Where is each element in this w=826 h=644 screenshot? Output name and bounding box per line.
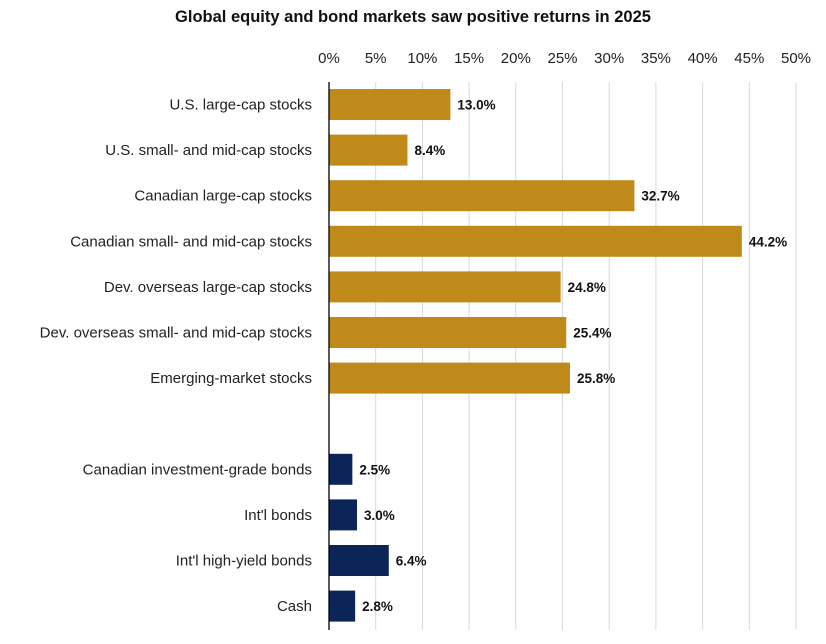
bar [329, 499, 358, 531]
x-tick-label: 5% [365, 50, 387, 67]
bar [329, 180, 635, 212]
data-label: 6.4% [396, 554, 427, 569]
bar [329, 362, 570, 394]
data-label: 44.2% [749, 234, 787, 249]
category-label: Canadian small- and mid-cap stocks [70, 233, 312, 250]
x-tick-label: 30% [594, 50, 624, 67]
data-label: 8.4% [414, 143, 445, 158]
category-label: Emerging-market stocks [150, 370, 312, 387]
x-tick-label: 50% [781, 50, 811, 67]
bar [329, 453, 353, 485]
x-tick-label: 35% [641, 50, 671, 67]
chart-title: Global equity and bond markets saw posit… [175, 8, 651, 26]
category-label: Dev. overseas large-cap stocks [104, 279, 312, 296]
x-tick-label: 0% [318, 50, 340, 67]
data-label: 25.8% [577, 371, 615, 386]
category-label: Cash [277, 598, 312, 615]
category-label: U.S. small- and mid-cap stocks [105, 142, 312, 159]
category-label: Dev. overseas small- and mid-cap stocks [40, 325, 312, 342]
x-axis-ticks: 0% 5% 10% 15% 20% 25% 30% 35% 40% 45% 50% [318, 50, 811, 67]
category-label: Int'l high-yield bonds [176, 553, 312, 570]
data-label: 2.8% [362, 599, 393, 614]
x-tick-label: 15% [454, 50, 484, 67]
data-label: 24.8% [568, 280, 606, 295]
x-tick-label: 45% [734, 50, 764, 67]
bar [329, 317, 567, 348]
bars: U.S. large-cap stocks 13.0% U.S. small- an… [40, 89, 787, 622]
x-tick-label: 20% [501, 50, 531, 67]
bar [329, 545, 389, 576]
bar [329, 271, 561, 303]
data-label: 25.4% [573, 326, 611, 341]
data-label: 32.7% [641, 189, 679, 204]
bar [329, 590, 356, 622]
x-tick-label: 10% [407, 50, 437, 67]
x-tick-label: 40% [688, 50, 718, 67]
category-label: Int'l bonds [244, 507, 312, 524]
bar [329, 225, 742, 257]
category-label: Canadian investment-grade bonds [83, 461, 312, 478]
category-label: U.S. large-cap stocks [169, 97, 312, 114]
bar [329, 134, 408, 166]
gridlines [375, 82, 797, 630]
x-tick-label: 25% [547, 50, 577, 67]
data-label: 2.5% [359, 462, 390, 477]
data-label: 13.0% [457, 98, 495, 113]
category-label: Canadian large-cap stocks [134, 188, 312, 205]
data-label: 3.0% [364, 508, 395, 523]
bar [329, 89, 451, 120]
